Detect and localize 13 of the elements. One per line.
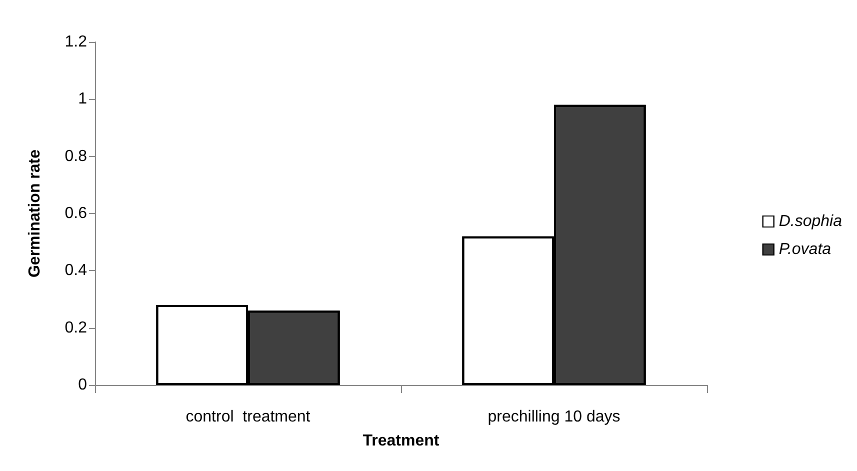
legend-label: D.sophia (778, 213, 842, 230)
y-tick-label: 0.4 (64, 262, 88, 280)
y-tick-label: 0.6 (64, 205, 88, 222)
x-tick-label: control treatment (186, 408, 311, 426)
y-tick-label: 1.2 (64, 34, 88, 50)
x-tick-label: prechilling 10 days (488, 408, 620, 426)
y-tick-label: 0.2 (64, 319, 88, 336)
y-axis-title: Germination rate (26, 149, 44, 278)
y-tick-label: 0 (78, 376, 88, 394)
y-tick-label: 1 (78, 90, 88, 108)
y-tick-label: 0.8 (64, 148, 88, 165)
legend-label: P.ovata (778, 241, 832, 258)
x-axis-title: Treatment (362, 432, 440, 450)
